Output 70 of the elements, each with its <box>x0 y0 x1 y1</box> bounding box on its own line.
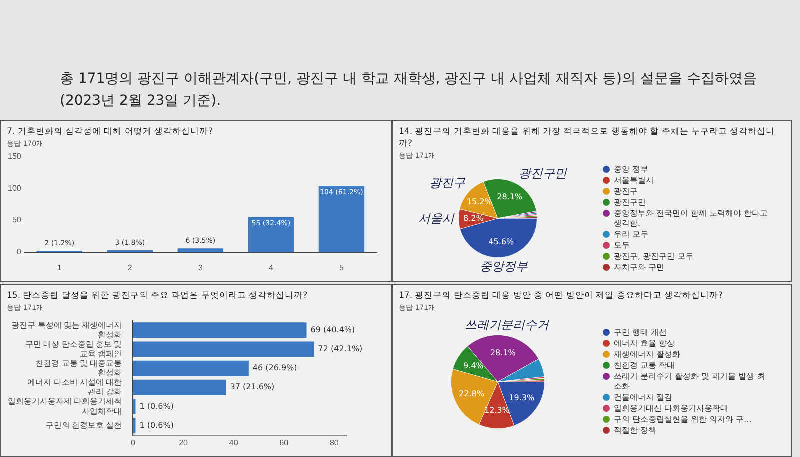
slice-label: 광진구 <box>429 176 466 190</box>
legend-label: 일회용기대신 다회용기사용확대 <box>614 404 729 414</box>
legend-label: 적절한 정책 <box>614 426 657 436</box>
y-tick-label: 에너지 다소비 시설에 대한 관리 강화 <box>28 378 122 397</box>
bar <box>133 380 226 396</box>
x-tick-label: 1 <box>57 263 62 272</box>
legend-label: 광진구민 <box>614 198 646 208</box>
data-label: 69 (40.4%) <box>310 325 356 334</box>
data-label: 19.3% <box>509 394 535 403</box>
data-label: 37 (21.6%) <box>230 382 275 392</box>
legend-label: 서울특별시 <box>614 176 654 186</box>
data-label: 1 (0.6%) <box>140 402 174 411</box>
y-tick-label: 150 <box>8 152 22 162</box>
x-tick-label: 80 <box>330 438 340 448</box>
x-tick-label: 40 <box>229 438 239 448</box>
x-tick-label: 3 <box>198 263 204 272</box>
legend-label: 중앙정부와 전국민이 함께 노력해야 한다고 생각함. <box>614 208 770 228</box>
data-label: 12.3% <box>484 406 510 416</box>
legend-label: 쓰레기 분리수거 활성화 및 폐기물 발생 최소화 <box>614 372 766 392</box>
legend-label: 광진구, 광진구민 모두 <box>614 252 694 262</box>
data-label: 72 (42.1%) <box>318 344 363 354</box>
y-tick-label: 구민 대상 탄소중립 홍보 및 교육 캠페인 <box>25 340 122 358</box>
data-label: 45.6% <box>488 238 514 247</box>
legend-label: 중앙 정부 <box>614 164 649 174</box>
data-label: 9.4% <box>463 361 484 370</box>
bar <box>178 248 224 252</box>
y-tick-label: 50 <box>12 216 22 225</box>
legend-label: 구민 행태 개선 <box>614 328 668 338</box>
text: 서울시 <box>418 211 455 226</box>
text: 총 171명의 광진구 이해관계자(구민, 광진구 내 학교 재학생, 광진구 내 사업체 재직자 등)의 설문을 수집하였음 (2023년 2월 23일 기준). <box>60 70 758 111</box>
y-tick-label: 친환경 교통 및 대중교통 활성화 <box>36 358 122 378</box>
bar <box>248 217 294 252</box>
legend-label: 건물에너지 절감 <box>614 393 673 403</box>
chart-title: 15. 탄소중립 달성을 위한 광진구의 주요 과업은 무엇이라고 생각하십니까? <box>7 290 309 302</box>
bar <box>318 186 365 252</box>
legend-label: 광진구 <box>614 186 638 196</box>
legend-label: 에너지 효율 향상 <box>614 339 676 349</box>
x-tick-label: 20 <box>179 438 189 448</box>
legend-label: 재생에너지 활성화 <box>614 350 681 360</box>
bar <box>133 342 314 358</box>
bar <box>133 360 249 376</box>
legend-label: 구의 탄소중립실현을 위한 의지와 구... <box>614 415 752 425</box>
y-tick-label: 구민의 환경보호 실천 <box>46 421 122 430</box>
legend-label: 친환경 교통 확대 <box>614 361 676 371</box>
y-tick-label: 100 <box>8 184 22 193</box>
data-label: 28.1% <box>490 348 516 358</box>
legend-label: 모두 <box>614 240 630 250</box>
data-label: 15.2% <box>466 198 493 207</box>
x-tick-label: 4 <box>268 263 274 272</box>
text: 중앙정부 <box>480 260 528 274</box>
data-label: 22.8% <box>459 389 485 398</box>
text: 14. 광진구의 기후변화 대응을 위해 가장 적극적으로 행동해야 할 주체는 누구라고 생각하십니까? <box>399 126 776 150</box>
y-tick-label: 0 <box>16 248 22 257</box>
data-label: 8.2% <box>463 214 484 224</box>
slice-label: 광진구민 <box>518 166 568 181</box>
data-label: 1 (0.6%) <box>140 420 174 430</box>
y-tick-label: 일회용기사용자제 다회용기세척 사업체확대 <box>8 397 122 416</box>
chart-title: 7. 기후변화의 심각성에 대해 어떻게 생각하십니까? <box>7 126 214 138</box>
y-tick-label: 광진구 특성에 맞는 재생에너지 활성화 <box>12 320 122 340</box>
x-tick-label: 2 <box>128 263 133 272</box>
text: 17. 광진구의 탄소중립 대응 방안 중 어떤 방안이 제일 중요하다고 생각하십니까? <box>399 290 724 302</box>
x-tick-label: 0 <box>130 438 136 448</box>
text: 쓰레기분리수거 <box>465 318 550 332</box>
x-tick-label: 5 <box>340 263 345 272</box>
legend-label: 자치구와 구민 <box>614 262 665 272</box>
data-label: 28.1% <box>497 192 523 202</box>
data-label: 46 (26.9%) <box>252 364 298 373</box>
x-tick-label: 60 <box>280 438 290 448</box>
legend-label: 우리 모두 <box>614 230 649 240</box>
bar <box>133 322 307 338</box>
